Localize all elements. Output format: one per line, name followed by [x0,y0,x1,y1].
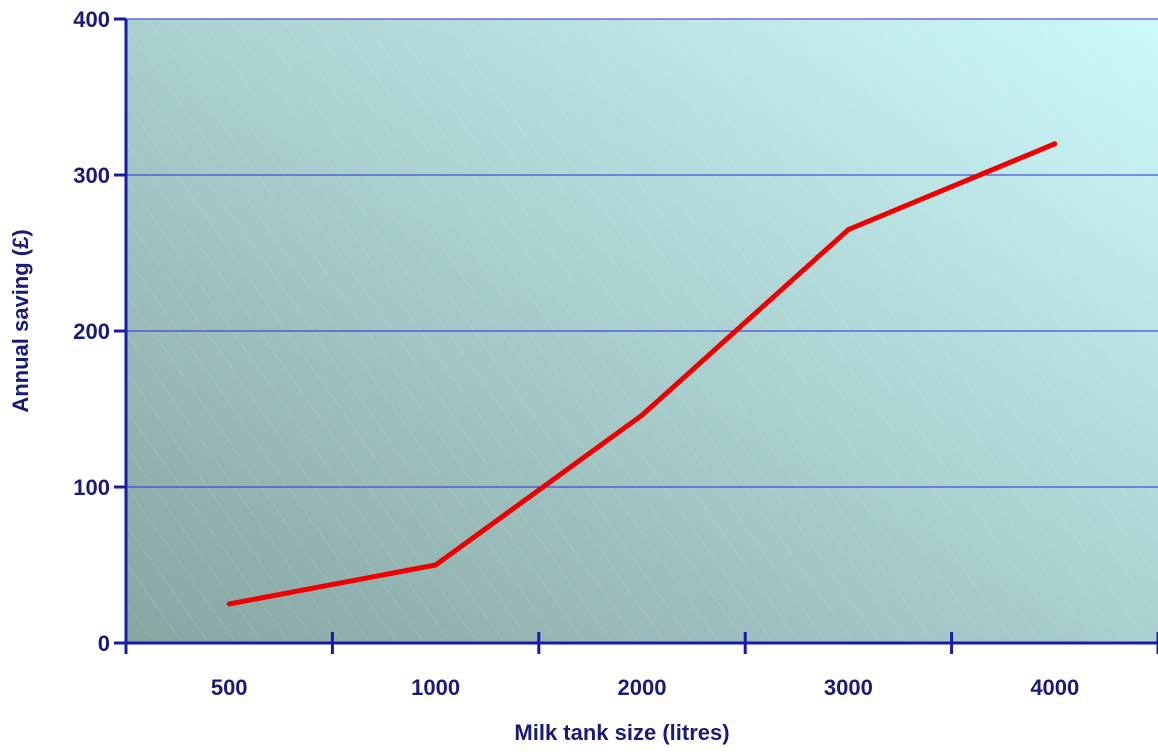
series [226,141,1058,607]
data-point [1052,141,1058,147]
data-point [845,227,851,233]
y-axis-title: Annual saving (£) [8,229,33,412]
x-tick-label: 500 [211,675,248,700]
data-point [226,601,232,607]
data-point [639,412,645,418]
x-tick-label: 4000 [1030,675,1079,700]
x-tick-label: 1000 [411,675,460,700]
y-tick-label: 300 [73,163,110,188]
x-axis-title: Milk tank size (litres) [514,720,729,745]
y-tick-label: 400 [73,7,110,32]
y-tick-label: 200 [73,319,110,344]
tick-labels: 0 100 200 300 400 500 1000 2000 3000 4000 [73,7,1079,700]
y-tick-label: 0 [98,631,110,656]
x-tick-label: 2000 [618,675,667,700]
y-tick-label: 100 [73,475,110,500]
x-tick-label: 3000 [824,675,873,700]
data-point [433,562,439,568]
axes [114,17,1158,654]
